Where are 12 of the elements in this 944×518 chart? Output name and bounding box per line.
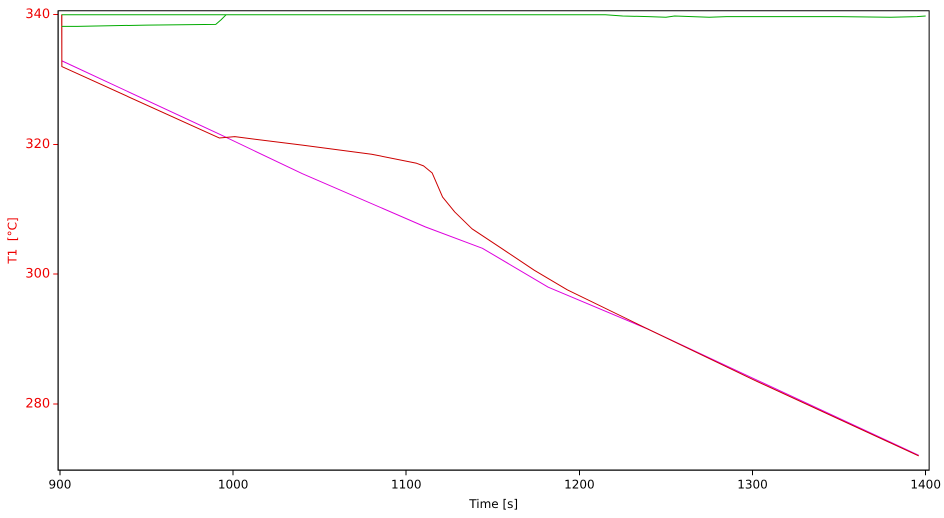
y-tick-label: 340 — [25, 7, 50, 22]
x-axis-title: Time [s] — [468, 496, 518, 511]
y-tick-label: 280 — [25, 396, 50, 412]
x-tick-label: 1400 — [910, 478, 941, 492]
x-tick-label: 900 — [48, 478, 72, 492]
x-tick-label: 1100 — [390, 478, 422, 492]
y-axis-title: T1 [°C] — [5, 217, 20, 265]
y-tick-label: 320 — [25, 136, 50, 152]
y-tick-label: 300 — [25, 266, 50, 282]
x-tick-label: 1000 — [218, 478, 248, 492]
x-tick-label: 1200 — [564, 478, 595, 492]
x-tick-label: 1300 — [737, 478, 768, 492]
